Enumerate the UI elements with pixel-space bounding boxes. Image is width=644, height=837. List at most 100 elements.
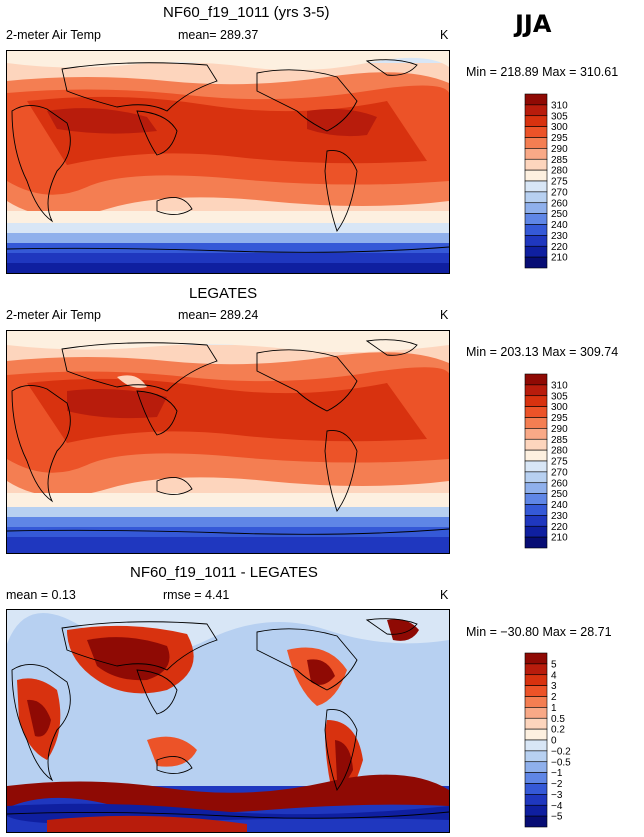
colorbar-tick-label: 310 (551, 100, 568, 111)
colorbar-tick-label: 250 (551, 489, 568, 500)
colorbar-tick-label: 1 (551, 703, 557, 714)
colorbar-tick-label: −1 (551, 768, 563, 779)
colorbar-swatch (524, 235, 548, 247)
panel-3-mean-label: mean = 0.13 (6, 588, 76, 602)
colorbar-swatch (524, 148, 548, 160)
panel-1-units: K (440, 28, 449, 42)
colorbar-tick-label: −2 (551, 779, 563, 790)
colorbar-swatch (524, 158, 548, 171)
colorbar-swatch (524, 438, 548, 451)
colorbar-tick-label: 290 (551, 144, 568, 155)
colorbar-swatch (524, 417, 548, 429)
colorbar-tick-label: 0.2 (551, 725, 565, 736)
colorbar-swatch (524, 652, 548, 665)
colorbar-swatch (524, 213, 548, 225)
colorbar-tick-label: 300 (551, 402, 568, 413)
panel-2-min-max: Min = 203.13 Max = 309.74 (466, 345, 619, 359)
colorbar-swatch (524, 525, 548, 538)
colorbar-tick-label: −0.5 (551, 757, 571, 768)
colorbar-tick-label: 4 (551, 670, 557, 681)
colorbar-swatch (524, 707, 548, 719)
colorbar-tick-label: 2 (551, 692, 557, 703)
colorbar-swatch (524, 126, 548, 138)
panel-3-rmse-label: rmse = 4.41 (163, 588, 230, 602)
colorbar-swatch (524, 245, 548, 258)
colorbar-tick-label: 240 (551, 220, 568, 231)
colorbar-tick-label: 260 (551, 198, 568, 209)
colorbar-swatch (524, 504, 548, 516)
panel-1-colorbar: 3103053002952902852802752702602502402302… (524, 93, 568, 269)
colorbar-swatch (524, 93, 548, 106)
colorbar-swatch (524, 772, 548, 784)
colorbar-tick-label: 210 (551, 253, 568, 264)
colorbar-swatch (524, 460, 548, 473)
colorbar-swatch (524, 256, 548, 269)
colorbar-swatch (524, 137, 548, 149)
colorbar-swatch (524, 783, 548, 795)
colorbar-swatch (524, 696, 548, 708)
colorbar-swatch (524, 180, 548, 193)
colorbar-tick-label: −4 (551, 801, 563, 812)
panel-1-title: NF60_f19_1011 (yrs 3-5) (163, 4, 330, 21)
colorbar-swatch (524, 428, 548, 440)
panel-2-colorbar: 3103053002952902852802752702602502402302… (524, 373, 568, 549)
panel-2-map (6, 330, 450, 554)
colorbar-tick-label: 230 (551, 231, 568, 242)
colorbar-swatch (524, 728, 548, 741)
colorbar-swatch (524, 739, 548, 752)
panel-2-title: LEGATES (189, 285, 258, 302)
colorbar-swatch (524, 115, 548, 127)
colorbar-tick-label: 295 (551, 133, 568, 144)
colorbar-swatch (524, 515, 548, 527)
panel-2-mean-label: mean= 289.24 (178, 308, 259, 322)
colorbar-swatch (524, 717, 548, 730)
colorbar-swatch (524, 685, 548, 697)
colorbar-swatch (524, 406, 548, 418)
colorbar-swatch (524, 815, 548, 828)
colorbar-tick-label: 250 (551, 209, 568, 220)
colorbar-swatch (524, 804, 548, 817)
colorbar-swatch (524, 395, 548, 407)
colorbar-tick-label: 300 (551, 122, 568, 133)
season-label: JJA (515, 10, 552, 38)
colorbar-tick-label: −3 (551, 790, 563, 801)
colorbar-tick-label: 275 (551, 177, 568, 188)
colorbar-tick-label: 260 (551, 478, 568, 489)
colorbar-tick-label: 220 (551, 522, 568, 533)
colorbar-swatch (524, 202, 548, 214)
colorbar-swatch (524, 169, 548, 182)
colorbar-tick-label: 285 (551, 155, 568, 166)
colorbar-tick-label: 3 (551, 681, 557, 692)
colorbar-swatch (524, 750, 548, 763)
colorbar-tick-label: 285 (551, 435, 568, 446)
panel-1-variable-label: 2-meter Air Temp (6, 28, 101, 42)
panel-1-mean-label: mean= 289.37 (178, 28, 259, 42)
colorbar-tick-label: 305 (551, 391, 568, 402)
colorbar-swatch (524, 536, 548, 549)
colorbar-swatch (524, 104, 548, 117)
colorbar-tick-label: 295 (551, 413, 568, 424)
colorbar-tick-label: 275 (551, 457, 568, 468)
panel-1-map (6, 50, 450, 274)
colorbar-swatch (524, 471, 548, 484)
colorbar-swatch (524, 482, 548, 494)
panel-3-title: NF60_f19_1011 - LEGATES (130, 564, 318, 581)
colorbar-swatch (524, 384, 548, 397)
colorbar-tick-label: 310 (551, 380, 568, 391)
colorbar-tick-label: 280 (551, 166, 568, 177)
colorbar-swatch (524, 373, 548, 386)
colorbar-tick-label: 230 (551, 511, 568, 522)
colorbar-tick-label: 5 (551, 659, 557, 670)
colorbar-swatch (524, 493, 548, 505)
colorbar-swatch (524, 761, 548, 773)
panel-3-min-max: Min = −30.80 Max = 28.71 (466, 625, 612, 639)
panel-1-min-max: Min = 218.89 Max = 310.61 (466, 65, 619, 79)
colorbar-swatch (524, 191, 548, 204)
colorbar-tick-label: 240 (551, 500, 568, 511)
colorbar-swatch (524, 794, 548, 806)
colorbar-tick-label: 270 (551, 187, 568, 198)
panel-2-units: K (440, 308, 449, 322)
colorbar-tick-label: −5 (551, 812, 563, 823)
colorbar-tick-label: 0 (551, 736, 557, 747)
